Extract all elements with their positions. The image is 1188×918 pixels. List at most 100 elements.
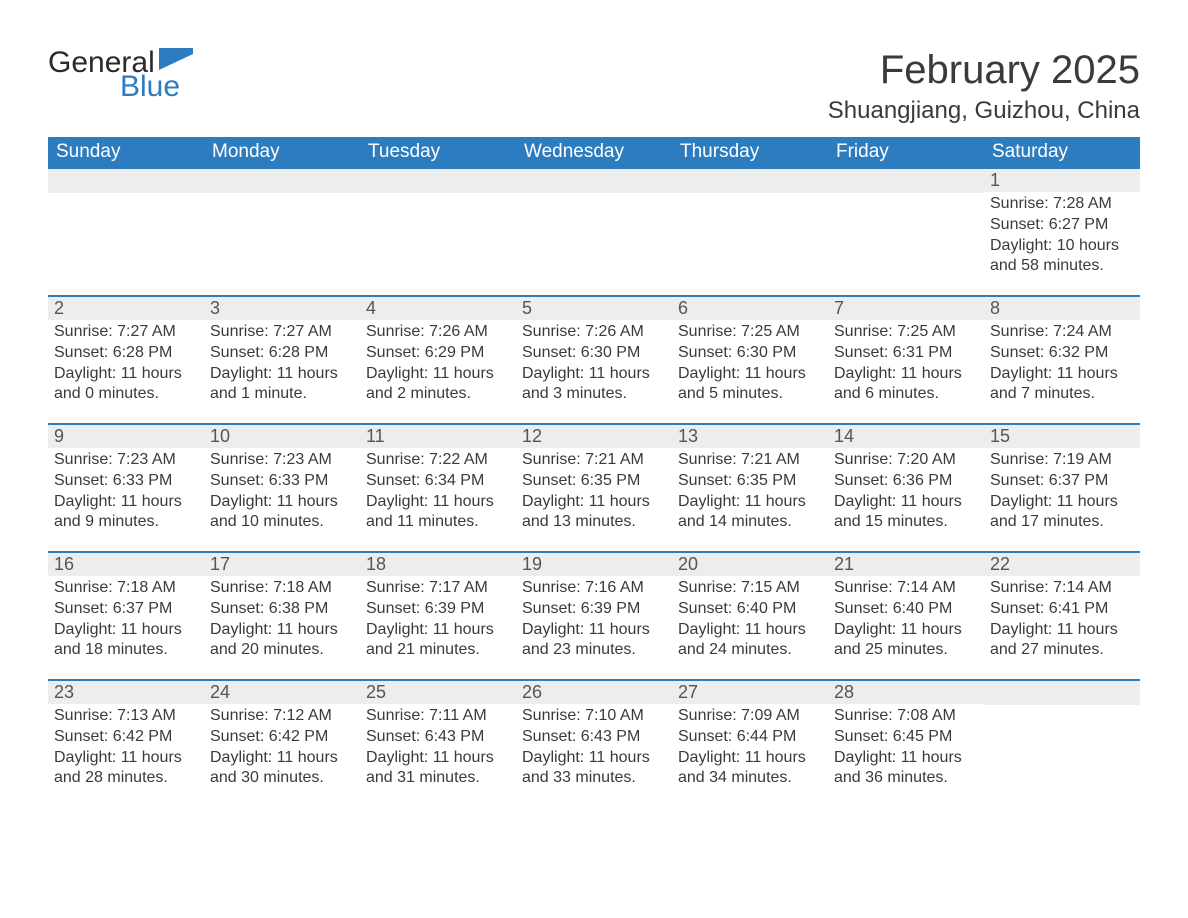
daylight-line: Daylight: 11 hours and 14 minutes. [678,492,822,534]
day-details: Sunrise: 7:28 AMSunset: 6:27 PMDaylight:… [984,192,1140,285]
calendar-cell: 13Sunrise: 7:21 AMSunset: 6:35 PMDayligh… [672,424,828,552]
weekday-header: Monday [204,137,360,168]
sunrise-line: Sunrise: 7:25 AM [678,322,822,343]
calendar-cell: 10Sunrise: 7:23 AMSunset: 6:33 PMDayligh… [204,424,360,552]
sunset-line: Sunset: 6:30 PM [522,343,666,364]
day-number: 6 [672,297,828,320]
day-number [48,169,204,193]
daylight-line: Daylight: 11 hours and 7 minutes. [990,364,1134,406]
sunrise-line: Sunrise: 7:28 AM [990,194,1134,215]
daylight-line: Daylight: 11 hours and 17 minutes. [990,492,1134,534]
daylight-line: Daylight: 11 hours and 15 minutes. [834,492,978,534]
day-details: Sunrise: 7:27 AMSunset: 6:28 PMDaylight:… [48,320,204,413]
sunset-line: Sunset: 6:41 PM [990,599,1134,620]
calendar-cell: 23Sunrise: 7:13 AMSunset: 6:42 PMDayligh… [48,680,204,808]
sunset-line: Sunset: 6:33 PM [210,471,354,492]
day-number [360,169,516,193]
day-details: Sunrise: 7:24 AMSunset: 6:32 PMDaylight:… [984,320,1140,413]
daylight-line: Daylight: 11 hours and 3 minutes. [522,364,666,406]
day-details: Sunrise: 7:22 AMSunset: 6:34 PMDaylight:… [360,448,516,541]
calendar-week-row: 16Sunrise: 7:18 AMSunset: 6:37 PMDayligh… [48,552,1140,680]
sunrise-line: Sunrise: 7:08 AM [834,706,978,727]
daylight-line: Daylight: 11 hours and 6 minutes. [834,364,978,406]
daylight-line: Daylight: 11 hours and 24 minutes. [678,620,822,662]
sunset-line: Sunset: 6:39 PM [522,599,666,620]
sunset-line: Sunset: 6:37 PM [54,599,198,620]
sunset-line: Sunset: 6:30 PM [678,343,822,364]
day-number [984,681,1140,705]
sunset-line: Sunset: 6:28 PM [210,343,354,364]
day-details: Sunrise: 7:13 AMSunset: 6:42 PMDaylight:… [48,704,204,797]
sunset-line: Sunset: 6:32 PM [990,343,1134,364]
day-number: 12 [516,425,672,448]
page-title: February 2025 [828,48,1140,93]
day-number: 15 [984,425,1140,448]
daylight-line: Daylight: 11 hours and 10 minutes. [210,492,354,534]
day-number: 11 [360,425,516,448]
daylight-line: Daylight: 11 hours and 20 minutes. [210,620,354,662]
day-details: Sunrise: 7:21 AMSunset: 6:35 PMDaylight:… [672,448,828,541]
day-number [672,169,828,193]
sunrise-line: Sunrise: 7:09 AM [678,706,822,727]
calendar-cell: 26Sunrise: 7:10 AMSunset: 6:43 PMDayligh… [516,680,672,808]
weekday-header: Sunday [48,137,204,168]
sunrise-line: Sunrise: 7:11 AM [366,706,510,727]
day-details: Sunrise: 7:18 AMSunset: 6:37 PMDaylight:… [48,576,204,669]
day-details: Sunrise: 7:11 AMSunset: 6:43 PMDaylight:… [360,704,516,797]
sunrise-line: Sunrise: 7:18 AM [54,578,198,599]
daylight-line: Daylight: 11 hours and 0 minutes. [54,364,198,406]
day-details: Sunrise: 7:08 AMSunset: 6:45 PMDaylight:… [828,704,984,797]
day-details: Sunrise: 7:12 AMSunset: 6:42 PMDaylight:… [204,704,360,797]
calendar-cell: 2Sunrise: 7:27 AMSunset: 6:28 PMDaylight… [48,296,204,424]
day-number: 7 [828,297,984,320]
day-details: Sunrise: 7:23 AMSunset: 6:33 PMDaylight:… [48,448,204,541]
day-number [204,169,360,193]
location-subtitle: Shuangjiang, Guizhou, China [828,97,1140,125]
weekday-header: Saturday [984,137,1140,168]
sunrise-line: Sunrise: 7:22 AM [366,450,510,471]
day-details: Sunrise: 7:26 AMSunset: 6:29 PMDaylight:… [360,320,516,413]
sunset-line: Sunset: 6:42 PM [210,727,354,748]
title-block: February 2025 Shuangjiang, Guizhou, Chin… [828,48,1140,133]
daylight-line: Daylight: 11 hours and 33 minutes. [522,748,666,790]
day-details: Sunrise: 7:16 AMSunset: 6:39 PMDaylight:… [516,576,672,669]
sunrise-line: Sunrise: 7:26 AM [522,322,666,343]
day-details: Sunrise: 7:14 AMSunset: 6:40 PMDaylight:… [828,576,984,669]
sunset-line: Sunset: 6:29 PM [366,343,510,364]
day-number: 24 [204,681,360,704]
sunrise-line: Sunrise: 7:21 AM [522,450,666,471]
calendar-cell: 11Sunrise: 7:22 AMSunset: 6:34 PMDayligh… [360,424,516,552]
daylight-line: Daylight: 11 hours and 1 minute. [210,364,354,406]
sunrise-line: Sunrise: 7:23 AM [54,450,198,471]
calendar-cell [828,168,984,296]
calendar-cell: 3Sunrise: 7:27 AMSunset: 6:28 PMDaylight… [204,296,360,424]
day-number: 25 [360,681,516,704]
weekday-header-row: SundayMondayTuesdayWednesdayThursdayFrid… [48,137,1140,168]
calendar-week-row: 23Sunrise: 7:13 AMSunset: 6:42 PMDayligh… [48,680,1140,808]
day-number: 27 [672,681,828,704]
calendar-cell: 17Sunrise: 7:18 AMSunset: 6:38 PMDayligh… [204,552,360,680]
sunrise-line: Sunrise: 7:16 AM [522,578,666,599]
calendar-cell: 19Sunrise: 7:16 AMSunset: 6:39 PMDayligh… [516,552,672,680]
day-details: Sunrise: 7:25 AMSunset: 6:31 PMDaylight:… [828,320,984,413]
daylight-line: Daylight: 11 hours and 28 minutes. [54,748,198,790]
daylight-line: Daylight: 11 hours and 5 minutes. [678,364,822,406]
day-number: 2 [48,297,204,320]
calendar-cell: 7Sunrise: 7:25 AMSunset: 6:31 PMDaylight… [828,296,984,424]
sunrise-line: Sunrise: 7:20 AM [834,450,978,471]
sunrise-line: Sunrise: 7:15 AM [678,578,822,599]
calendar-cell [516,168,672,296]
sunrise-line: Sunrise: 7:26 AM [366,322,510,343]
sunset-line: Sunset: 6:40 PM [834,599,978,620]
sunrise-line: Sunrise: 7:27 AM [54,322,198,343]
calendar-cell: 8Sunrise: 7:24 AMSunset: 6:32 PMDaylight… [984,296,1140,424]
day-number: 18 [360,553,516,576]
daylight-line: Daylight: 11 hours and 21 minutes. [366,620,510,662]
day-details: Sunrise: 7:20 AMSunset: 6:36 PMDaylight:… [828,448,984,541]
weekday-header: Thursday [672,137,828,168]
sunset-line: Sunset: 6:43 PM [522,727,666,748]
page-header: General Blue February 2025 Shuangjiang, … [48,48,1140,133]
weekday-header: Wednesday [516,137,672,168]
day-number: 26 [516,681,672,704]
day-number: 13 [672,425,828,448]
